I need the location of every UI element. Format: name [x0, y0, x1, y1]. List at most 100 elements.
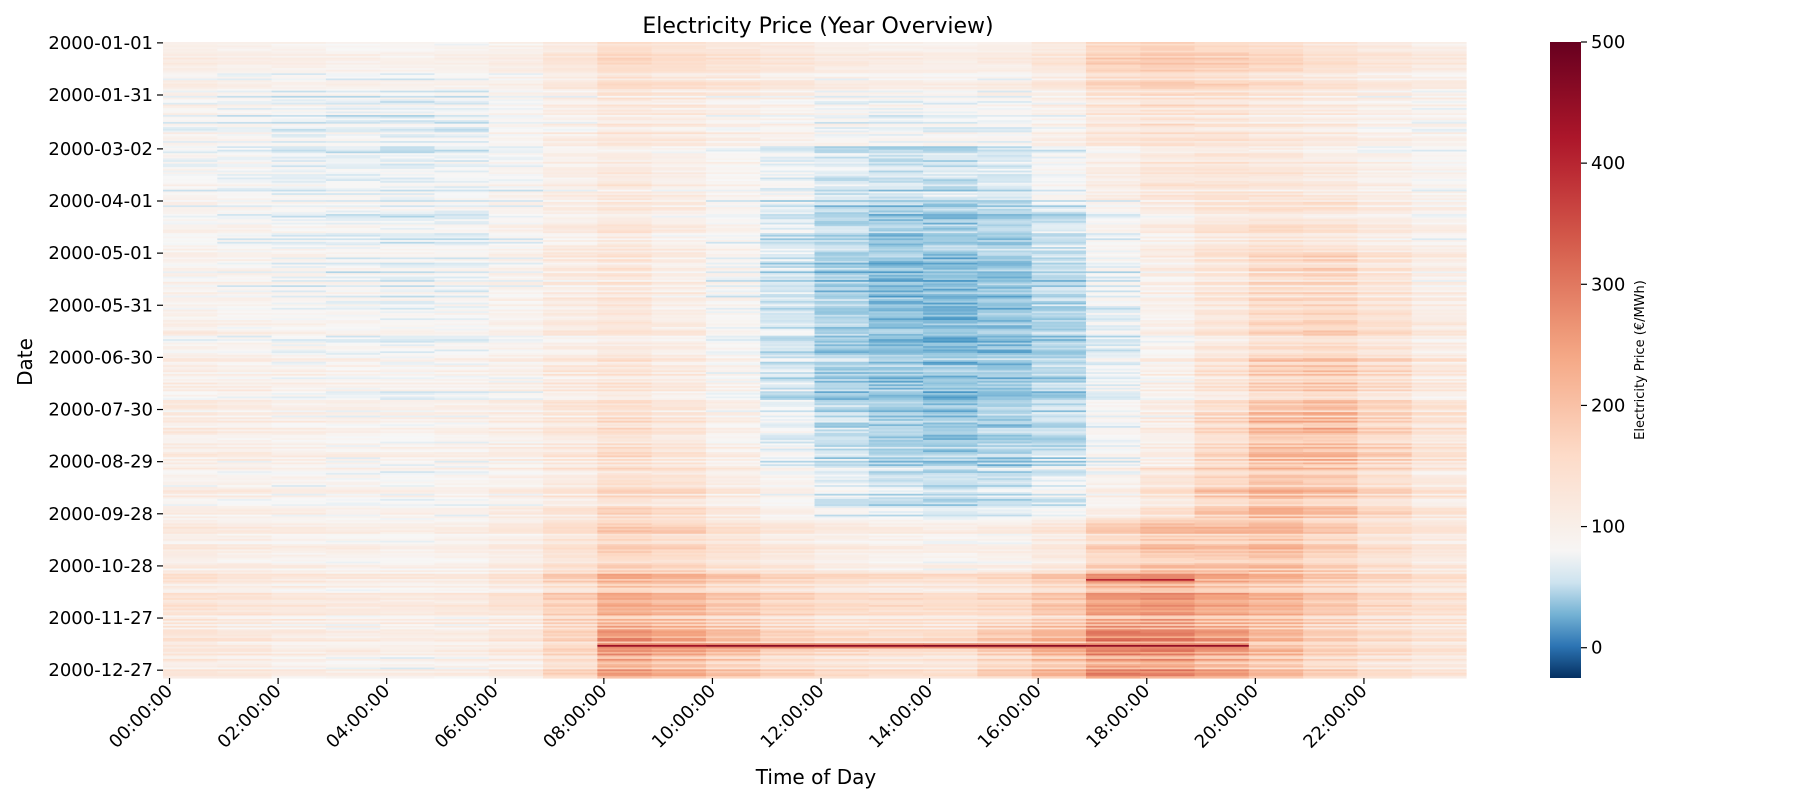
heatmap-cell — [597, 309, 653, 312]
heatmap-cell — [1194, 222, 1250, 226]
heatmap-cell — [543, 102, 598, 106]
heatmap-cell — [1194, 349, 1250, 352]
heatmap-cell — [597, 149, 653, 153]
heatmap-cell — [543, 226, 598, 229]
heatmap-cell — [1031, 292, 1087, 295]
heatmap-cell — [651, 285, 707, 288]
heatmap-cell — [760, 54, 816, 57]
heatmap-cell — [217, 208, 273, 212]
heatmap-cell — [705, 280, 761, 283]
heatmap-cell — [1357, 377, 1413, 380]
heatmap-cell — [434, 156, 490, 160]
heatmap-cell — [434, 257, 490, 260]
heatmap-cell — [434, 311, 490, 314]
heatmap-cell — [488, 57, 544, 60]
heatmap-cell — [1303, 293, 1359, 297]
heatmap-cell — [1140, 295, 1196, 299]
heatmap-cell — [1194, 363, 1250, 366]
heatmap-cell — [543, 280, 598, 283]
heatmap-cell — [1303, 111, 1359, 114]
heatmap-cell — [1085, 200, 1141, 203]
heatmap-cell — [271, 399, 327, 403]
heatmap-cell — [760, 142, 816, 146]
heatmap-cell — [434, 394, 490, 398]
heatmap-cell — [325, 297, 381, 300]
heatmap-cell — [868, 214, 924, 217]
heatmap-cell — [217, 266, 273, 269]
heatmap-cell — [977, 168, 1033, 172]
heatmap-cell — [1248, 384, 1304, 387]
heatmap-cell — [1357, 231, 1413, 234]
heatmap-cell — [923, 387, 978, 391]
heatmap-cell — [163, 283, 218, 286]
heatmap-cell — [1411, 326, 1467, 330]
heatmap-cell — [1357, 373, 1413, 377]
heatmap-cell — [597, 307, 653, 311]
heatmap-cell — [1411, 198, 1467, 201]
heatmap-cell — [325, 101, 381, 104]
heatmap-cell — [651, 50, 707, 54]
heatmap-cell — [651, 233, 707, 236]
heatmap-cell — [325, 99, 381, 102]
heatmap-cell — [488, 384, 544, 387]
heatmap-cell — [1248, 377, 1304, 380]
heatmap-cell — [380, 257, 436, 260]
heatmap-cell — [163, 45, 218, 48]
heatmap-cell — [271, 95, 327, 99]
heatmap-cell — [597, 234, 653, 238]
heatmap-cell — [1085, 401, 1141, 405]
heatmap-cell — [868, 290, 924, 293]
heatmap-cell — [597, 83, 653, 87]
heatmap-cell — [760, 349, 816, 352]
heatmap-cell — [868, 293, 924, 297]
heatmap-cell — [1031, 241, 1087, 245]
heatmap-cell — [163, 109, 218, 113]
heatmap-cell — [1248, 382, 1304, 385]
heatmap-cell — [705, 264, 761, 267]
heatmap-cell — [977, 271, 1033, 274]
heatmap-cell — [543, 366, 598, 370]
heatmap-cell — [597, 66, 653, 69]
heatmap-cell — [434, 229, 490, 233]
heatmap-cell — [217, 205, 273, 208]
heatmap-cell — [651, 128, 707, 132]
heatmap-cell — [1411, 201, 1467, 205]
heatmap-cell — [1085, 285, 1141, 288]
heatmap-cell — [1194, 75, 1250, 78]
heatmap-cell — [434, 113, 490, 116]
heatmap-cell — [814, 212, 870, 215]
heatmap-cell — [1031, 257, 1087, 260]
heatmap-cell — [760, 57, 816, 60]
heatmap-cell — [1085, 326, 1141, 330]
heatmap-cell — [380, 184, 436, 187]
heatmap-cell — [380, 342, 436, 345]
heatmap-cell — [1303, 366, 1359, 370]
heatmap-cell — [1357, 64, 1413, 67]
heatmap-cell — [651, 267, 707, 271]
heatmap-cell — [488, 101, 544, 104]
heatmap-cell — [325, 222, 381, 226]
heatmap-cell — [380, 387, 436, 391]
heatmap-cell — [814, 168, 870, 172]
heatmap-cell — [1411, 321, 1467, 325]
heatmap-cell — [434, 153, 490, 156]
heatmap-cell — [760, 194, 816, 198]
heatmap-cell — [163, 121, 218, 125]
heatmap-cell — [1411, 142, 1467, 146]
heatmap-cell — [488, 262, 544, 266]
heatmap-cell — [488, 356, 544, 359]
heatmap-cell — [380, 205, 436, 208]
heatmap-cell — [977, 399, 1033, 403]
heatmap-cell — [977, 384, 1033, 387]
heatmap-cell — [977, 330, 1033, 333]
heatmap-cell — [814, 346, 870, 349]
heatmap-cell — [1085, 226, 1141, 229]
heatmap-cell — [434, 354, 490, 358]
heatmap-cell — [163, 337, 218, 340]
heatmap-cell — [1194, 97, 1250, 100]
heatmap-cell — [217, 264, 273, 267]
heatmap-cell — [597, 271, 653, 274]
heatmap-cell — [163, 226, 218, 229]
heatmap-cell — [434, 321, 490, 325]
heatmap-cell — [543, 368, 598, 372]
